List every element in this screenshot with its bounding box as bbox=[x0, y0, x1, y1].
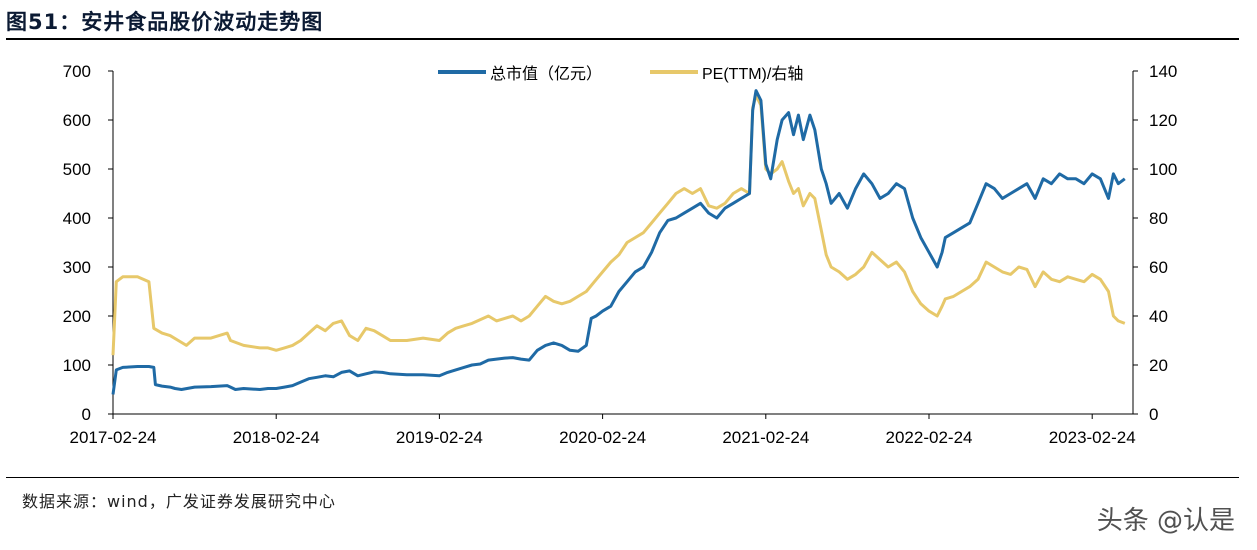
footer-divider bbox=[6, 477, 1239, 478]
y-left-tick-label: 100 bbox=[63, 356, 91, 375]
y-left-tick-label: 600 bbox=[63, 111, 91, 130]
y-right-tick-label: 140 bbox=[1149, 62, 1177, 81]
market-cap-pe-chart: 0 100 200 300 400 500 600 700 0 20 40 60 80 100 120 14… bbox=[63, 62, 1178, 447]
y-axis-left-ticks: 0 100 200 300 400 500 600 700 bbox=[63, 62, 113, 424]
x-tick-label: 2018-02-24 bbox=[233, 428, 320, 447]
chart-title: 图51：安井食品股价波动走势图 bbox=[6, 10, 324, 34]
x-tick-label: 2021-02-24 bbox=[722, 428, 809, 447]
y-axis-right-ticks: 0 20 40 60 80 100 120 140 bbox=[1133, 62, 1177, 424]
x-tick-label: 2019-02-24 bbox=[396, 428, 483, 447]
legend-label-pe: PE(TTM)/右轴 bbox=[702, 65, 803, 83]
title-divider bbox=[6, 38, 1239, 40]
x-tick-label: 2022-02-24 bbox=[886, 428, 973, 447]
y-left-tick-label: 300 bbox=[63, 258, 91, 277]
x-tick-label: 2023-02-24 bbox=[1049, 428, 1136, 447]
y-right-tick-label: 40 bbox=[1149, 307, 1168, 326]
y-left-tick-label: 500 bbox=[63, 160, 91, 179]
y-right-tick-label: 20 bbox=[1149, 356, 1168, 375]
chart-legend: 总市值（亿元） PE(TTM)/右轴 bbox=[438, 65, 803, 83]
y-left-tick-label: 200 bbox=[63, 307, 91, 326]
series-line-market-cap bbox=[111, 89, 1126, 395]
y-left-tick-label: 0 bbox=[82, 405, 91, 424]
y-right-tick-label: 0 bbox=[1149, 405, 1158, 424]
y-right-tick-label: 100 bbox=[1149, 160, 1177, 179]
watermark: 头条 @认是 bbox=[1096, 506, 1235, 536]
y-right-tick-label: 80 bbox=[1149, 209, 1168, 228]
data-source-note: 数据来源：wind，广发证券发展研究中心 bbox=[22, 492, 336, 511]
y-left-tick-label: 700 bbox=[63, 62, 91, 81]
y-right-tick-label: 60 bbox=[1149, 258, 1168, 277]
x-tick-label: 2020-02-24 bbox=[559, 428, 646, 447]
series-line-pe bbox=[111, 94, 1126, 356]
legend-label-market-cap: 总市值（亿元） bbox=[490, 65, 602, 83]
x-axis-ticks: 2017-02-24 2018-02-24 2019-02-24 2020-02-24… bbox=[70, 414, 1136, 447]
y-right-tick-label: 120 bbox=[1149, 111, 1177, 130]
chart-axes bbox=[112, 71, 1134, 415]
y-left-tick-label: 400 bbox=[63, 209, 91, 228]
x-tick-label: 2017-02-24 bbox=[70, 428, 157, 447]
